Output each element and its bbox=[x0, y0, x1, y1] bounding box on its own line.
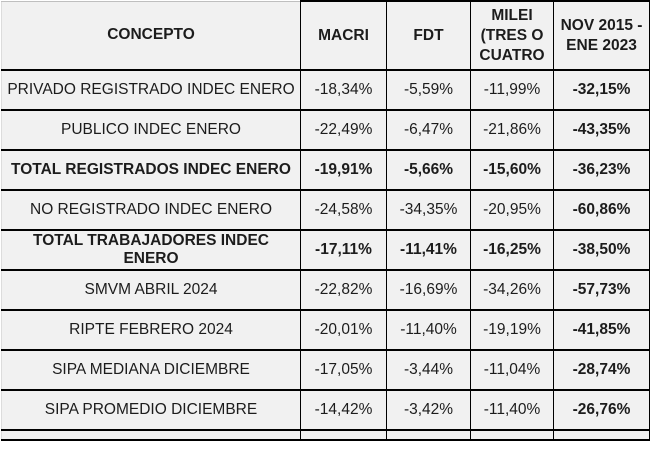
cell-milei: -11,40% bbox=[470, 389, 554, 431]
cell-total: -32,15% bbox=[553, 69, 650, 111]
cell-total: -26,76% bbox=[553, 389, 650, 431]
cell-concepto: PRIVADO REGISTRADO INDEC ENERO bbox=[1, 69, 301, 111]
cell-total: -38,50% bbox=[553, 229, 650, 271]
cell-total: -41,85% bbox=[553, 309, 650, 351]
cell-milei: -11,04% bbox=[470, 349, 554, 391]
header-milei-line2: (TRES O bbox=[480, 26, 544, 44]
table-header: CONCEPTO MACRI FDT MILEI (TRES O CUATRO … bbox=[1, 0, 650, 71]
clipped-partial-row bbox=[1, 429, 650, 441]
table-row: PRIVADO REGISTRADO INDEC ENERO -18,34% -… bbox=[1, 69, 650, 111]
cell-milei: -11,99% bbox=[470, 69, 554, 111]
cell-concepto: NO REGISTRADO INDEC ENERO bbox=[1, 189, 301, 231]
cell-milei: -21,86% bbox=[470, 109, 554, 151]
header-milei-line3: CUATRO bbox=[479, 46, 545, 64]
header-milei-line1: MILEI bbox=[491, 6, 533, 24]
cell-empty bbox=[386, 429, 471, 441]
cell-fdt: -11,40% bbox=[386, 309, 471, 351]
cell-macri: -18,34% bbox=[300, 69, 387, 111]
cell-concepto: TOTAL TRABAJADORES INDEC ENERO bbox=[1, 229, 301, 271]
cell-macri: -22,82% bbox=[300, 269, 387, 311]
cell-fdt: -6,47% bbox=[386, 109, 471, 151]
comparison-table: CONCEPTO MACRI FDT MILEI (TRES O CUATRO … bbox=[1, 0, 650, 441]
cell-total: -60,86% bbox=[553, 189, 650, 231]
header-period-line1: NOV 2015 - bbox=[560, 16, 643, 34]
cell-total: -57,73% bbox=[553, 269, 650, 311]
table-row: SMVM ABRIL 2024 -22,82% -16,69% -34,26% … bbox=[1, 269, 650, 311]
table-row: PUBLICO INDEC ENERO -22,49% -6,47% -21,8… bbox=[1, 109, 650, 151]
cell-concepto: TOTAL REGISTRADOS INDEC ENERO bbox=[1, 149, 301, 191]
table-row: TOTAL TRABAJADORES INDEC ENERO -17,11% -… bbox=[1, 229, 650, 271]
cell-fdt: -11,41% bbox=[386, 229, 471, 271]
cell-concepto: SIPA PROMEDIO DICIEMBRE bbox=[1, 389, 301, 431]
cell-concepto: RIPTE FEBRERO 2024 bbox=[1, 309, 301, 351]
header-period-line2: ENE 2023 bbox=[566, 36, 637, 54]
cell-milei: -16,25% bbox=[470, 229, 554, 271]
header-cell-concepto: CONCEPTO bbox=[1, 0, 301, 71]
cell-fdt: -5,59% bbox=[386, 69, 471, 111]
cell-empty bbox=[1, 429, 301, 441]
header-cell-macri: MACRI bbox=[300, 0, 387, 71]
cell-macri: -19,91% bbox=[300, 149, 387, 191]
cell-concepto: SMVM ABRIL 2024 bbox=[1, 269, 301, 311]
cell-milei: -20,95% bbox=[470, 189, 554, 231]
cell-fdt: -3,44% bbox=[386, 349, 471, 391]
cell-milei: -19,19% bbox=[470, 309, 554, 351]
cell-fdt: -5,66% bbox=[386, 149, 471, 191]
cell-macri: -24,58% bbox=[300, 189, 387, 231]
cell-concepto: PUBLICO INDEC ENERO bbox=[1, 109, 301, 151]
cell-fdt: -3,42% bbox=[386, 389, 471, 431]
table-row: RIPTE FEBRERO 2024 -20,01% -11,40% -19,1… bbox=[1, 309, 650, 351]
cell-fdt: -34,35% bbox=[386, 189, 471, 231]
cell-total: -43,35% bbox=[553, 109, 650, 151]
cell-concepto: SIPA MEDIANA DICIEMBRE bbox=[1, 349, 301, 391]
cell-empty bbox=[300, 429, 387, 441]
cell-empty bbox=[470, 429, 554, 441]
cell-milei: -34,26% bbox=[470, 269, 554, 311]
header-cell-fdt: FDT bbox=[386, 0, 471, 71]
table-row: NO REGISTRADO INDEC ENERO -24,58% -34,35… bbox=[1, 189, 650, 231]
header-cell-period: NOV 2015 - ENE 2023 bbox=[553, 0, 650, 71]
cell-macri: -17,11% bbox=[300, 229, 387, 271]
header-row: CONCEPTO MACRI FDT MILEI (TRES O CUATRO … bbox=[1, 0, 650, 71]
cell-total: -28,74% bbox=[553, 349, 650, 391]
cell-macri: -14,42% bbox=[300, 389, 387, 431]
cell-empty bbox=[553, 429, 650, 441]
cell-milei: -15,60% bbox=[470, 149, 554, 191]
cell-macri: -22,49% bbox=[300, 109, 387, 151]
cell-fdt: -16,69% bbox=[386, 269, 471, 311]
cell-macri: -17,05% bbox=[300, 349, 387, 391]
table-row: SIPA PROMEDIO DICIEMBRE -14,42% -3,42% -… bbox=[1, 389, 650, 431]
table-body: PRIVADO REGISTRADO INDEC ENERO -18,34% -… bbox=[1, 69, 650, 441]
table-row: SIPA MEDIANA DICIEMBRE -17,05% -3,44% -1… bbox=[1, 349, 650, 391]
header-cell-milei: MILEI (TRES O CUATRO bbox=[470, 0, 554, 71]
table-row: TOTAL REGISTRADOS INDEC ENERO -19,91% -5… bbox=[1, 149, 650, 191]
cell-macri: -20,01% bbox=[300, 309, 387, 351]
cell-total: -36,23% bbox=[553, 149, 650, 191]
